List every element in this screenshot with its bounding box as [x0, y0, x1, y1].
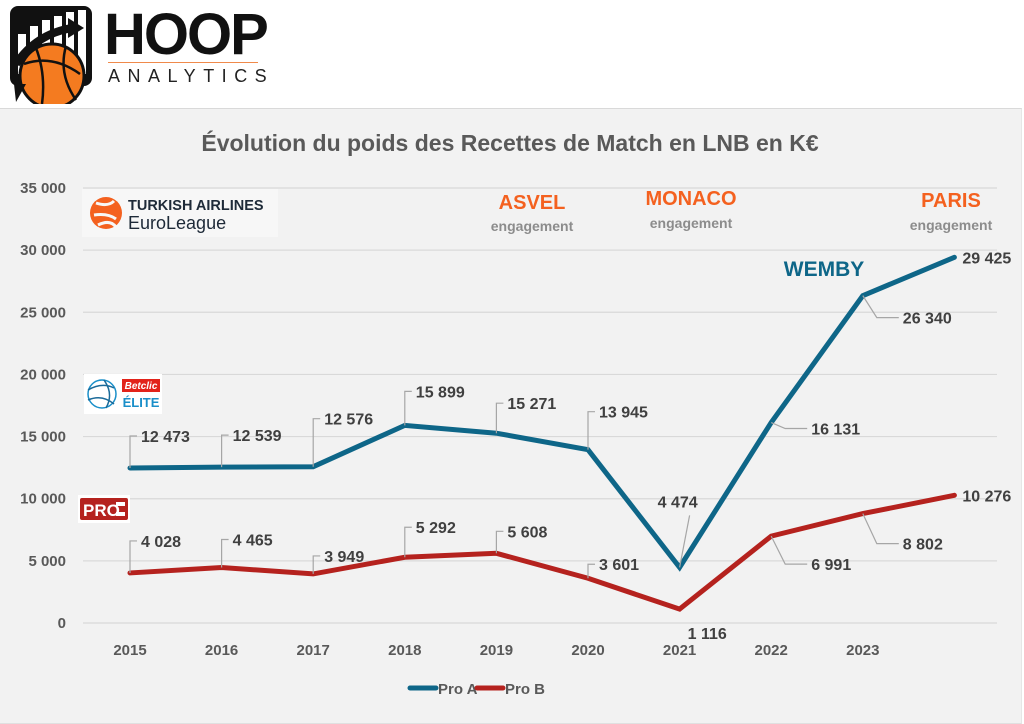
brand-tagline: ANALYTICS	[108, 66, 275, 86]
series-line-pro-a	[127, 254, 957, 572]
leader-line	[770, 421, 808, 430]
chart-panel: Évolution du poids des Recettes de Match…	[0, 108, 1022, 724]
x-tick-label: 2021	[663, 642, 696, 659]
leader-line	[312, 555, 321, 574]
data-label: 16 131	[811, 422, 860, 439]
data-label: 8 802	[903, 537, 943, 554]
x-tick-label: 2020	[571, 642, 604, 659]
x-axis-ticks: 2015 2016 2017 2018 2019 2020 2021 2022 2023	[113, 642, 879, 659]
annotation-monaco: MONACO engagement	[645, 188, 736, 231]
leader-line	[862, 513, 899, 545]
leader-line	[129, 435, 137, 468]
x-tick-label: 2022	[755, 642, 788, 659]
leader-line	[221, 434, 229, 468]
brand-name: HOOP	[104, 2, 269, 67]
data-label: 3 949	[324, 549, 364, 566]
euroleague-logo: TURKISH AIRLINES EuroLeague	[82, 189, 278, 237]
x-tick-label: 2015	[113, 642, 146, 659]
pro-b-text: PRO	[83, 501, 120, 520]
hoop-analytics-logo-icon	[10, 6, 92, 104]
data-label: 4 028	[141, 534, 181, 551]
annotation-asvel: ASVEL engagement	[491, 192, 574, 234]
y-tick-label: 30 000	[20, 242, 66, 259]
legend-label-pro-b: Pro B	[505, 681, 545, 698]
leader-line	[679, 515, 691, 568]
annotation-monaco-sub: engagement	[650, 215, 733, 231]
leader-line	[770, 535, 808, 565]
data-label: 4 474	[658, 494, 698, 511]
leader-line	[587, 563, 595, 579]
elite-text: ÉLITE	[123, 395, 160, 410]
data-label: 12 576	[324, 412, 373, 429]
x-tick-label: 2023	[846, 642, 879, 659]
y-tick-label: 15 000	[20, 429, 66, 446]
annotation-paris-sub: engagement	[910, 217, 993, 233]
pro-b-logo: PRO	[78, 495, 130, 523]
leader-line	[404, 390, 412, 426]
leader-line	[221, 538, 229, 568]
x-tick-label: 2018	[388, 642, 421, 659]
euroleague-sponsor: TURKISH AIRLINES	[128, 198, 264, 214]
y-tick-label: 25 000	[20, 304, 66, 321]
annotation-asvel-sub: engagement	[491, 218, 574, 234]
data-label: 29 425	[962, 250, 1011, 267]
legend-label-pro-a: Pro A	[438, 681, 478, 698]
chart-title: Évolution du poids des Recettes de Match…	[201, 129, 818, 156]
x-tick-label: 2019	[480, 642, 513, 659]
euroleague-ball-icon	[90, 197, 122, 229]
data-label: 5 608	[507, 524, 547, 541]
data-label: 6 991	[811, 557, 851, 574]
data-label: 1 116	[688, 626, 727, 643]
leader-line	[587, 411, 595, 450]
data-label: 4 465	[233, 533, 273, 550]
gridlines	[83, 187, 997, 624]
line-chart: Évolution du poids des Recettes de Match…	[20, 129, 1011, 698]
betclic-text: Betclic	[125, 381, 158, 392]
legend-item-pro-b[interactable]: Pro B	[474, 681, 545, 698]
elite-ball-icon	[87, 379, 117, 409]
y-axis-ticks: 0 5 000 10 000 15 000 20 000 25 000 30 000 35 0…	[20, 180, 66, 632]
euroleague-name: EuroLeague	[128, 213, 226, 233]
brand-divider	[108, 62, 258, 63]
y-tick-label: 5 000	[28, 553, 66, 570]
data-label: 3 601	[599, 557, 639, 574]
y-tick-label: 35 000	[20, 180, 66, 197]
leader-line	[404, 526, 412, 558]
data-label: 26 340	[903, 311, 952, 328]
annotation-wemby: WEMBY	[784, 258, 865, 281]
leader-line	[495, 530, 504, 554]
y-tick-label: 20 000	[20, 366, 66, 383]
leader-line	[495, 402, 504, 434]
y-tick-label: 10 000	[20, 491, 66, 508]
series-line-pro-b	[127, 492, 957, 612]
data-label: 15 271	[507, 396, 556, 413]
annotation-paris-title: PARIS	[921, 190, 981, 212]
annotation-monaco-title: MONACO	[645, 188, 736, 210]
leader-line	[129, 540, 137, 573]
data-labels: 12 473 12 539 12 576 15 899 15 271 13 945 4 47…	[129, 250, 1011, 643]
legend-item-pro-a[interactable]: Pro A	[407, 681, 478, 698]
data-label: 13 945	[599, 405, 648, 422]
data-label: 15 899	[416, 384, 465, 401]
y-tick-label: 0	[58, 615, 66, 632]
annotation-paris: PARIS engagement	[910, 190, 993, 233]
betclic-elite-logo: Betclic ÉLITE	[84, 374, 162, 414]
data-label: 10 276	[962, 488, 1011, 505]
legend: Pro A Pro B	[407, 681, 545, 698]
leader-line	[862, 295, 899, 319]
data-label: 12 539	[233, 428, 282, 445]
data-label: 12 473	[141, 429, 190, 446]
data-label: 5 292	[416, 520, 456, 537]
annotation-asvel-title: ASVEL	[499, 192, 566, 214]
header: HOOP ANALYTICS	[0, 0, 1024, 108]
x-tick-label: 2017	[297, 642, 330, 659]
x-tick-label: 2016	[205, 642, 238, 659]
leader-line	[312, 418, 321, 467]
